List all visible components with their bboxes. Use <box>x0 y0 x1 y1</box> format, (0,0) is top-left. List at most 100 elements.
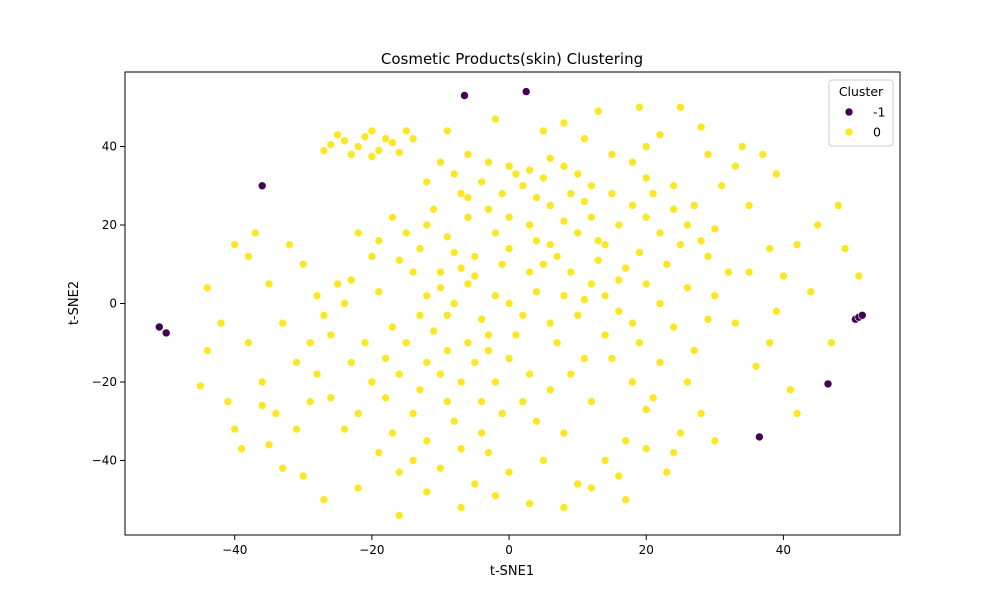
legend-label-0: 0 <box>873 125 881 140</box>
point-cluster-0-237 <box>381 354 390 363</box>
x-axis-ticks: −40 −20 0 20 40 <box>222 535 791 557</box>
point-cluster-0-205 <box>641 142 651 151</box>
point-cluster-0-243 <box>484 205 493 214</box>
point-cluster-0-250 <box>593 236 603 245</box>
point-cluster-0-74 <box>381 393 390 403</box>
point-cluster-0-7 <box>388 138 397 147</box>
point-cluster-0-33 <box>607 189 617 198</box>
point-cluster-0-100 <box>511 330 521 340</box>
point-cluster-0-0 <box>367 126 377 136</box>
point-cluster-0-144 <box>251 228 260 238</box>
point-cluster-0-188 <box>614 471 624 481</box>
point-cluster-0-225 <box>518 397 528 406</box>
point-cluster-0-262 <box>587 483 596 493</box>
point-cluster-0-260 <box>422 487 432 497</box>
point-cluster-0-196 <box>635 103 644 112</box>
y-tick-label: −40 <box>92 453 117 467</box>
point-cluster-0-65 <box>401 338 411 348</box>
point-cluster-0-57 <box>607 150 617 159</box>
point-cluster-0-251 <box>614 275 624 285</box>
point-cluster-0-201 <box>772 169 781 179</box>
point-cluster-0-127 <box>394 255 404 265</box>
point-cluster-0-13 <box>408 134 418 143</box>
point-cluster-0-93 <box>477 314 486 324</box>
point-cluster-0-137 <box>319 310 329 320</box>
point-cluster-0-198 <box>696 122 706 132</box>
point-cluster-0-219 <box>607 354 617 363</box>
point-cluster--1-2 <box>257 181 267 191</box>
point-cluster-0-42 <box>635 248 644 257</box>
point-cluster-0-99 <box>449 299 459 308</box>
point-cluster-0-3 <box>353 142 363 151</box>
point-cluster-0-139 <box>257 377 267 387</box>
point-cluster-0-67 <box>429 326 438 336</box>
point-cluster-0-47 <box>621 263 631 273</box>
point-cluster-0-87 <box>312 369 322 379</box>
point-cluster-0-109 <box>566 267 576 277</box>
point-cluster-0-91 <box>491 291 500 301</box>
point-cluster-0-4 <box>326 140 336 149</box>
point-cluster-0-197 <box>676 103 685 112</box>
point-cluster-0-62 <box>470 358 480 367</box>
point-cluster-0-191 <box>470 479 480 489</box>
point-cluster-0-203 <box>539 126 548 136</box>
point-cluster-0-142 <box>333 279 342 289</box>
point-cluster-0-207 <box>703 150 713 159</box>
point-cluster-0-210 <box>717 181 727 191</box>
point-cluster-0-54 <box>580 197 589 206</box>
point-cluster-0-264 <box>676 428 685 438</box>
point-cluster-0-97 <box>484 330 493 340</box>
point-cluster-0-75 <box>367 377 377 387</box>
point-cluster-0-212 <box>628 318 637 328</box>
point-cluster-0-208 <box>731 161 740 171</box>
point-cluster-0-159 <box>710 291 720 301</box>
point-cluster-0-193 <box>491 114 500 124</box>
point-cluster-0-216 <box>669 322 679 332</box>
y-tick-label: 20 <box>102 218 117 232</box>
legend-box <box>828 79 894 147</box>
point-cluster-0-85 <box>326 393 336 403</box>
point-cluster-0-195 <box>593 106 603 116</box>
point-cluster-0-165 <box>813 220 823 230</box>
point-cluster-0-177 <box>696 409 706 418</box>
point-cluster-0-168 <box>854 271 864 281</box>
point-cluster-0-88 <box>360 338 370 348</box>
point-cluster-0-70 <box>408 409 418 418</box>
point-cluster-0-2 <box>381 134 390 143</box>
point-cluster-0-30 <box>511 169 521 179</box>
point-cluster-0-86 <box>346 358 356 367</box>
point-cluster-0-95 <box>463 279 473 289</box>
point-cluster-0-5 <box>374 146 384 155</box>
point-cluster-0-106 <box>456 263 466 273</box>
point-cluster-0-98 <box>559 291 569 301</box>
point-cluster-0-14 <box>367 152 377 161</box>
point-cluster-0-125 <box>429 205 438 214</box>
point-cluster-0-25 <box>436 157 445 167</box>
point-cluster--1-4 <box>161 328 171 338</box>
legend-marker--1 <box>844 107 854 117</box>
point-cluster-0-35 <box>641 212 651 222</box>
point-cluster-0-231 <box>415 310 425 320</box>
point-cluster-0-80 <box>408 456 418 465</box>
point-cluster--1-7 <box>857 310 867 320</box>
point-cluster-0-200 <box>758 150 768 159</box>
point-cluster-0-153 <box>394 511 404 520</box>
point-cluster-0-227 <box>477 428 486 438</box>
point-cluster-0-180 <box>641 405 651 414</box>
point-cluster-0-186 <box>559 428 569 438</box>
point-cluster-0-248 <box>470 271 480 281</box>
point-cluster-0-206 <box>655 130 665 140</box>
x-axis-label: t-SNE1 <box>490 564 534 579</box>
point-cluster-0-78 <box>422 436 432 446</box>
point-cluster-0-18 <box>525 165 534 175</box>
point-cluster-0-79 <box>456 444 466 454</box>
point-cluster-0-215 <box>614 306 624 316</box>
y-axis-label: t-SNE2 <box>67 281 82 325</box>
point-cluster-0-214 <box>641 279 651 289</box>
point-cluster-0-258 <box>298 471 308 481</box>
point-cluster-0-131 <box>298 259 308 269</box>
point-cluster-0-20 <box>449 169 459 179</box>
point-cluster-0-240 <box>257 401 267 410</box>
point-cluster-0-29 <box>463 193 473 202</box>
point-cluster-0-17 <box>504 161 514 171</box>
